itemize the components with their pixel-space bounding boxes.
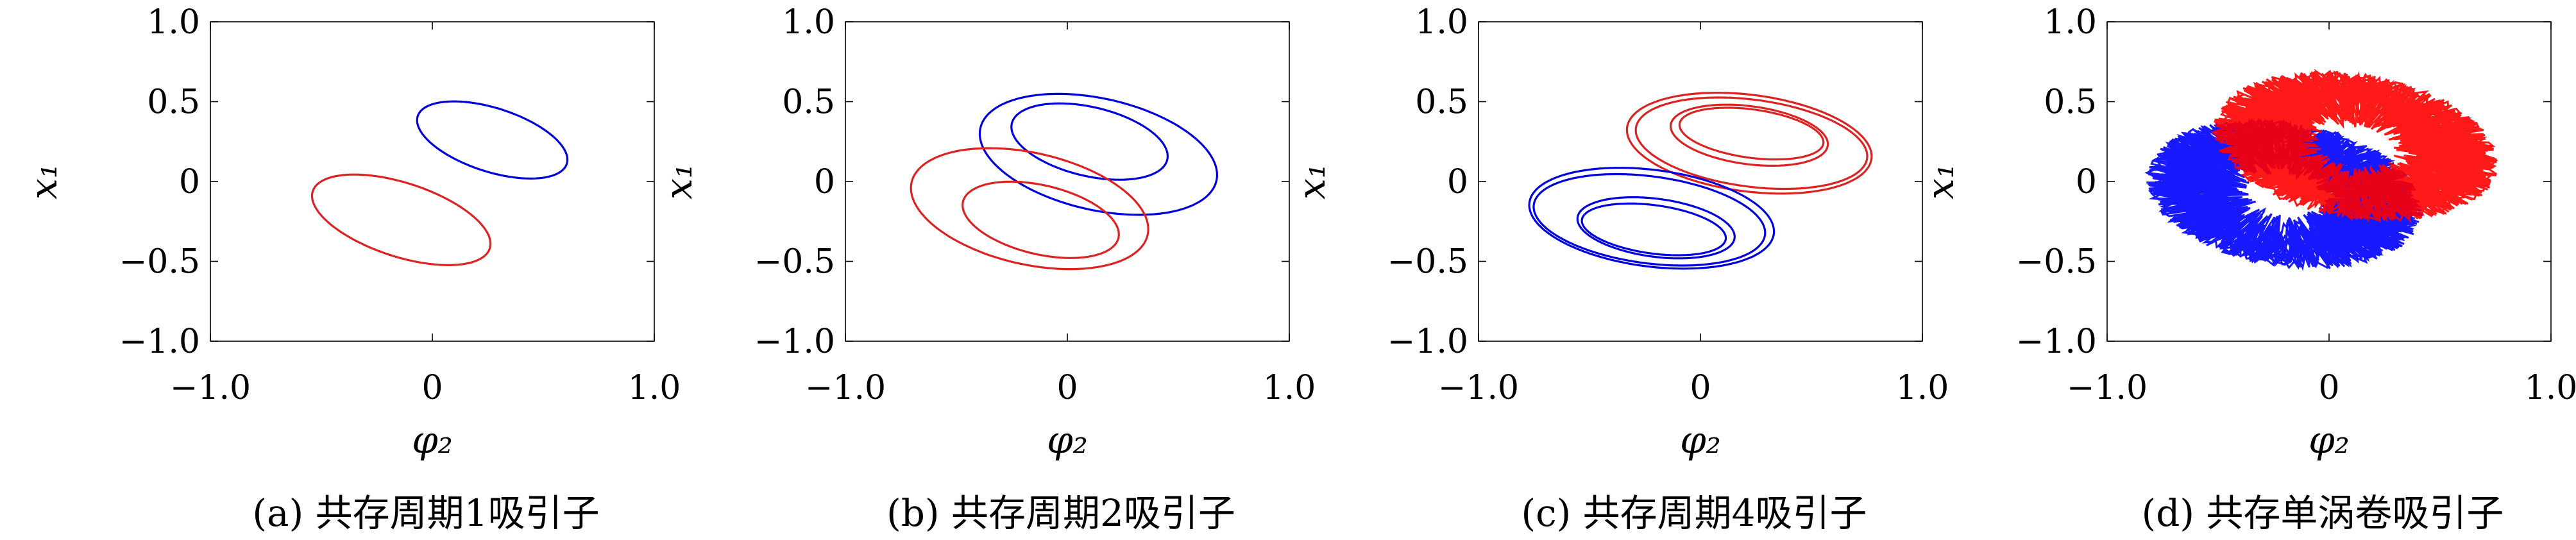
- y-tick-label: −0.5: [119, 243, 200, 282]
- x-axis-label: φ₂: [2309, 418, 2350, 462]
- x-tick-label: 1.0: [628, 369, 681, 407]
- y-tick-label: 0: [2076, 163, 2097, 201]
- series-2-loop-3: [1576, 196, 1736, 260]
- plot-area: [910, 92, 1218, 271]
- series-2-loop-1: [1528, 167, 1775, 270]
- series-1-loop-1: [416, 100, 569, 180]
- x-tick-label: 1.0: [1896, 369, 1949, 407]
- series-1-loop-2: [1634, 96, 1868, 190]
- series-1-loop-1: [1625, 91, 1873, 195]
- y-tick-label: 1.0: [1415, 3, 1468, 42]
- y-tick-label: −0.5: [2016, 243, 2097, 282]
- panel-caption: (c) 共存周期4吸引子: [1521, 491, 1867, 535]
- x-tick-label: −1.0: [1438, 369, 1519, 407]
- y-axis-label: x₁: [22, 164, 65, 199]
- series-1-loop-1: [978, 92, 1218, 216]
- y-tick-label: −0.5: [754, 243, 835, 282]
- series-2-loop-2: [1532, 173, 1767, 267]
- panel-caption: (a) 共存周期1吸引子: [252, 491, 599, 535]
- y-axis-label: x₁: [1290, 164, 1334, 199]
- series-1-loop-3: [1670, 103, 1829, 167]
- x-tick-label: 0: [421, 369, 443, 407]
- y-tick-label: 1.0: [2044, 3, 2097, 42]
- series-2-loop-4: [1580, 202, 1727, 257]
- x-tick-label: 0: [2318, 369, 2339, 407]
- y-tick-label: 0.5: [2044, 83, 2097, 122]
- panel-caption: (d) 共存单涡卷吸引子: [2142, 491, 2504, 535]
- y-tick-label: 0: [179, 163, 200, 201]
- panel-caption: (b) 共存周期2吸引子: [886, 491, 1235, 535]
- panel-b: −1.0 0 1.0 1.0 0.5 0 −0.5 −1.0 φ₂ x₁ (b) 共存周期2吸引子: [657, 3, 1316, 535]
- series-2-trajectory: [2211, 69, 2498, 224]
- plot-area: [2144, 69, 2498, 271]
- y-tick-label: −1.0: [1387, 323, 1468, 361]
- x-axis-label: φ₂: [412, 418, 453, 462]
- y-tick-label: 0: [814, 163, 835, 201]
- series-2-loop-2: [962, 180, 1120, 259]
- x-axis-label: φ₂: [1047, 418, 1088, 462]
- x-tick-label: 0: [1690, 369, 1711, 407]
- y-tick-label: −1.0: [754, 323, 835, 361]
- panel-d: −1.0 0 1.0 1.0 0.5 0 −0.5 −1.0 φ₂ x₁ (d) 共存单涡卷吸引子: [1919, 3, 2576, 535]
- y-axis-label: x₁: [1919, 164, 1962, 199]
- plot-area: [310, 100, 569, 267]
- plot-area: [1528, 91, 1873, 270]
- series-1-loop-2: [1010, 102, 1169, 181]
- series-1-loop-4: [1678, 106, 1825, 161]
- y-tick-label: 1.0: [782, 3, 835, 42]
- y-tick-label: −1.0: [119, 323, 200, 361]
- x-tick-label: −1.0: [170, 369, 251, 407]
- y-axis-label: x₁: [657, 164, 700, 199]
- panel-c: −1.0 0 1.0 1.0 0.5 0 −0.5 −1.0 φ₂ x₁ (c) 共存周期4吸引子: [1290, 3, 1949, 535]
- x-tick-label: −1.0: [2067, 369, 2148, 407]
- series-2-loop-1: [310, 173, 492, 267]
- y-tick-label: 0.5: [147, 83, 200, 122]
- x-tick-label: 1.0: [1263, 369, 1316, 407]
- y-tick-label: −1.0: [2016, 323, 2097, 361]
- plot-frame: [210, 21, 655, 342]
- y-tick-label: −0.5: [1387, 243, 1468, 282]
- x-tick-label: −1.0: [805, 369, 886, 407]
- y-tick-label: 0: [1447, 163, 1468, 201]
- series-2-loop-1: [910, 147, 1149, 271]
- panel-a: −1.0 0 1.0 1.0 0.5 0 −0.5 −1.0 φ₂ x₁ (a) 共存周期1吸引子: [22, 3, 681, 535]
- y-tick-label: 0.5: [782, 83, 835, 122]
- x-tick-label: 1.0: [2525, 369, 2576, 407]
- y-tick-label: 1.0: [147, 3, 200, 42]
- y-tick-label: 0.5: [1415, 83, 1468, 122]
- x-axis-label: φ₂: [1680, 418, 1721, 462]
- x-tick-label: 0: [1056, 369, 1078, 407]
